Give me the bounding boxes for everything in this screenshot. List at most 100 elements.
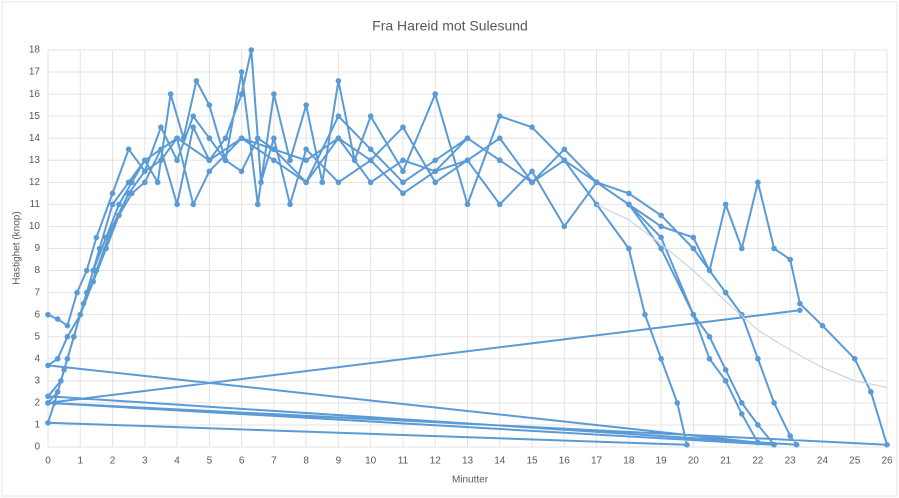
data-point [254,135,261,142]
data-point [432,157,439,164]
x-tick-label: 23 [785,456,797,467]
data-point [109,201,116,208]
data-point [706,333,713,340]
data-point [593,179,600,186]
data-point [64,355,71,362]
data-point [738,411,745,417]
data-point [93,267,100,274]
x-tick-label: 1 [77,456,83,467]
data-point [400,179,406,186]
data-point [109,223,116,230]
data-point [116,201,122,208]
data-point [103,245,109,252]
data-point [496,135,503,142]
data-point [142,157,148,164]
data-point [190,124,197,130]
data-point [496,113,503,119]
data-point [125,190,132,197]
data-point [109,190,116,197]
data-point [77,311,84,318]
data-point [400,124,406,130]
data-point [142,168,148,175]
x-tick-label: 10 [365,456,377,467]
data-point [174,157,180,164]
y-tick-label: 16 [29,89,41,100]
x-tick-label: 26 [881,456,893,467]
y-tick-label: 8 [34,265,40,276]
data-point [238,135,245,142]
data-point [190,113,197,119]
x-tick-label: 9 [336,456,342,467]
data-point [464,135,471,142]
data-point [755,355,761,362]
data-point [367,146,374,153]
data-point [303,179,309,186]
data-point [658,223,664,230]
data-point [71,333,77,340]
x-tick-label: 12 [430,456,442,467]
data-point [561,223,568,230]
data-point [722,289,729,296]
data-point [787,256,793,263]
data-point [722,201,729,208]
data-point [54,316,61,322]
data-point [793,441,800,448]
data-point [642,311,648,318]
data-point [367,113,374,119]
y-tick-label: 5 [34,331,40,342]
data-point [561,146,568,153]
data-point [238,69,245,75]
y-tick-label: 17 [29,67,41,78]
data-point [287,201,293,208]
data-point [271,157,277,164]
data-point [303,157,309,164]
data-point [593,201,600,208]
data-point [238,91,245,97]
data-point [432,179,439,186]
data-point [367,179,374,186]
data-point [658,245,664,252]
data-point [54,389,61,395]
y-tick-label: 6 [34,309,40,320]
data-point [93,234,100,241]
data-point [74,289,80,296]
data-point [90,278,96,285]
y-tick-label: 10 [29,221,41,232]
data-point [738,311,745,318]
x-tick-label: 25 [849,456,861,467]
x-tick-label: 2 [110,456,116,467]
data-point [529,124,535,130]
y-tick-label: 15 [29,111,41,122]
data-point [154,179,161,186]
data-point [80,300,87,307]
data-point [432,91,439,97]
data-point [496,201,503,208]
data-point [206,135,213,142]
x-tick-label: 22 [752,456,764,467]
data-point [771,245,777,252]
x-tick-label: 11 [398,456,409,467]
data-point [367,157,374,164]
data-point [206,168,213,175]
data-point [125,179,132,186]
y-tick-label: 0 [34,442,40,453]
data-point [271,146,277,153]
data-point [432,168,439,175]
x-tick-label: 6 [239,456,245,467]
data-point [238,168,245,175]
data-point [45,311,51,318]
data-point [658,234,664,241]
data-point [45,419,51,426]
data-point [738,400,745,406]
x-tick-label: 8 [303,456,309,467]
y-tick-label: 14 [29,133,41,144]
data-point [271,135,277,142]
data-point [287,157,293,164]
data-point [51,400,58,406]
data-point [797,300,803,307]
data-point [755,179,761,186]
data-point [158,157,164,164]
data-point [400,157,406,164]
y-tick-label: 2 [34,398,40,409]
